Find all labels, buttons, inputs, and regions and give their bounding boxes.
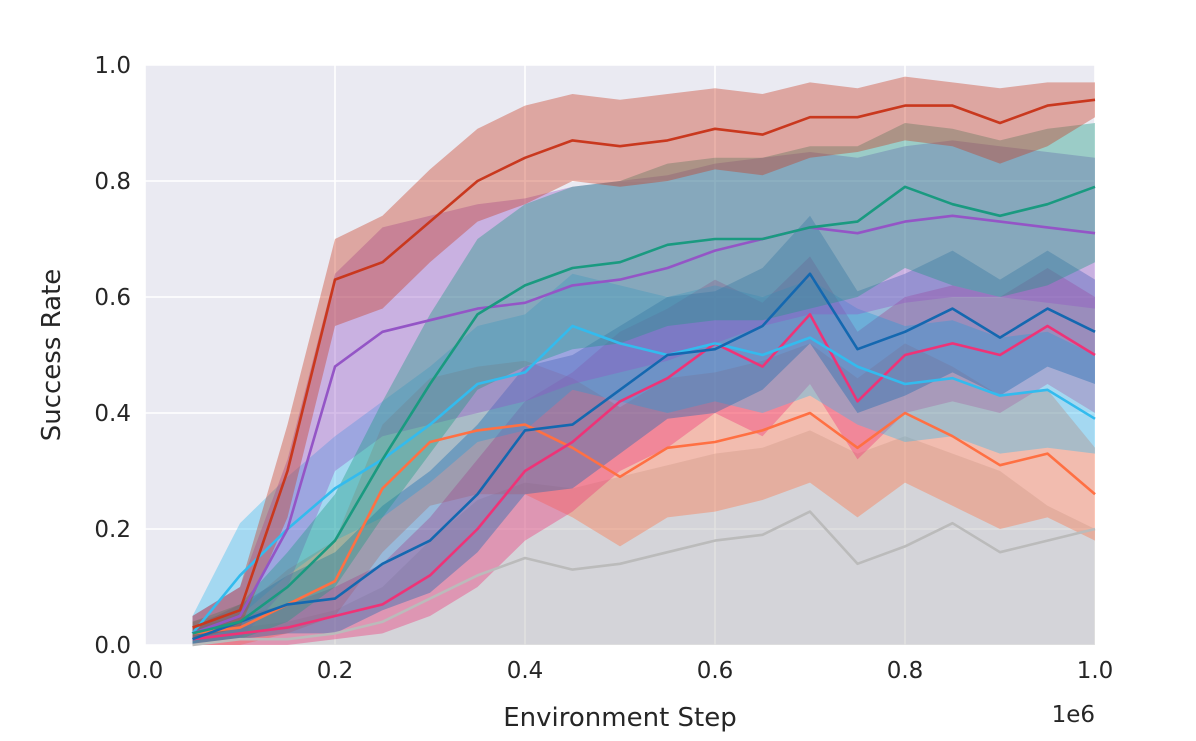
line-orange [192,411,1096,635]
band-sky-blue [192,273,1095,645]
band-teal [192,123,1095,645]
band-dark-blue [192,215,1095,646]
y-tick-label-2: 0.4 [94,401,131,427]
line-pink [192,313,1096,641]
y-tick-label-3: 0.6 [94,285,131,311]
y-tick-label-5: 1.0 [94,53,131,79]
line-grey [192,510,1096,647]
line-red [192,98,1096,629]
grid-lines [144,64,1096,646]
x-tick-label-5: 1.0 [1077,658,1114,684]
x-tick-labels: 0.0 0.2 0.4 0.6 0.8 1.0 [127,658,1114,684]
plot-background [145,65,1095,645]
band-orange [192,343,1095,645]
x-tick-label-2: 0.4 [507,658,544,684]
line-purple [192,214,1096,635]
confidence-bands [192,76,1095,646]
band-grey [192,430,1095,645]
line-dark-blue [192,272,1096,641]
x-tick-label-0: 0.0 [127,658,164,684]
x-tick-label-1: 0.2 [317,658,354,684]
band-pink [192,256,1095,645]
x-tick-label-3: 0.6 [697,658,734,684]
line-sky-blue [191,324,1096,635]
y-tick-label-1: 0.2 [94,517,131,543]
line-teal [192,185,1096,635]
y-tick-label-4: 0.8 [94,169,131,195]
y-axis-title: Success Rate [37,269,67,442]
y-tick-label-0: 0.0 [94,633,131,659]
x-tick-label-4: 0.8 [887,658,924,684]
band-purple [192,140,1095,645]
band-red [192,76,1095,640]
y-tick-labels: 0.0 0.2 0.4 0.6 0.8 1.0 [94,53,131,659]
series-lines [191,98,1096,647]
x-multiplier-label: 1e6 [1052,702,1095,728]
x-axis-title: Environment Step [503,703,736,733]
